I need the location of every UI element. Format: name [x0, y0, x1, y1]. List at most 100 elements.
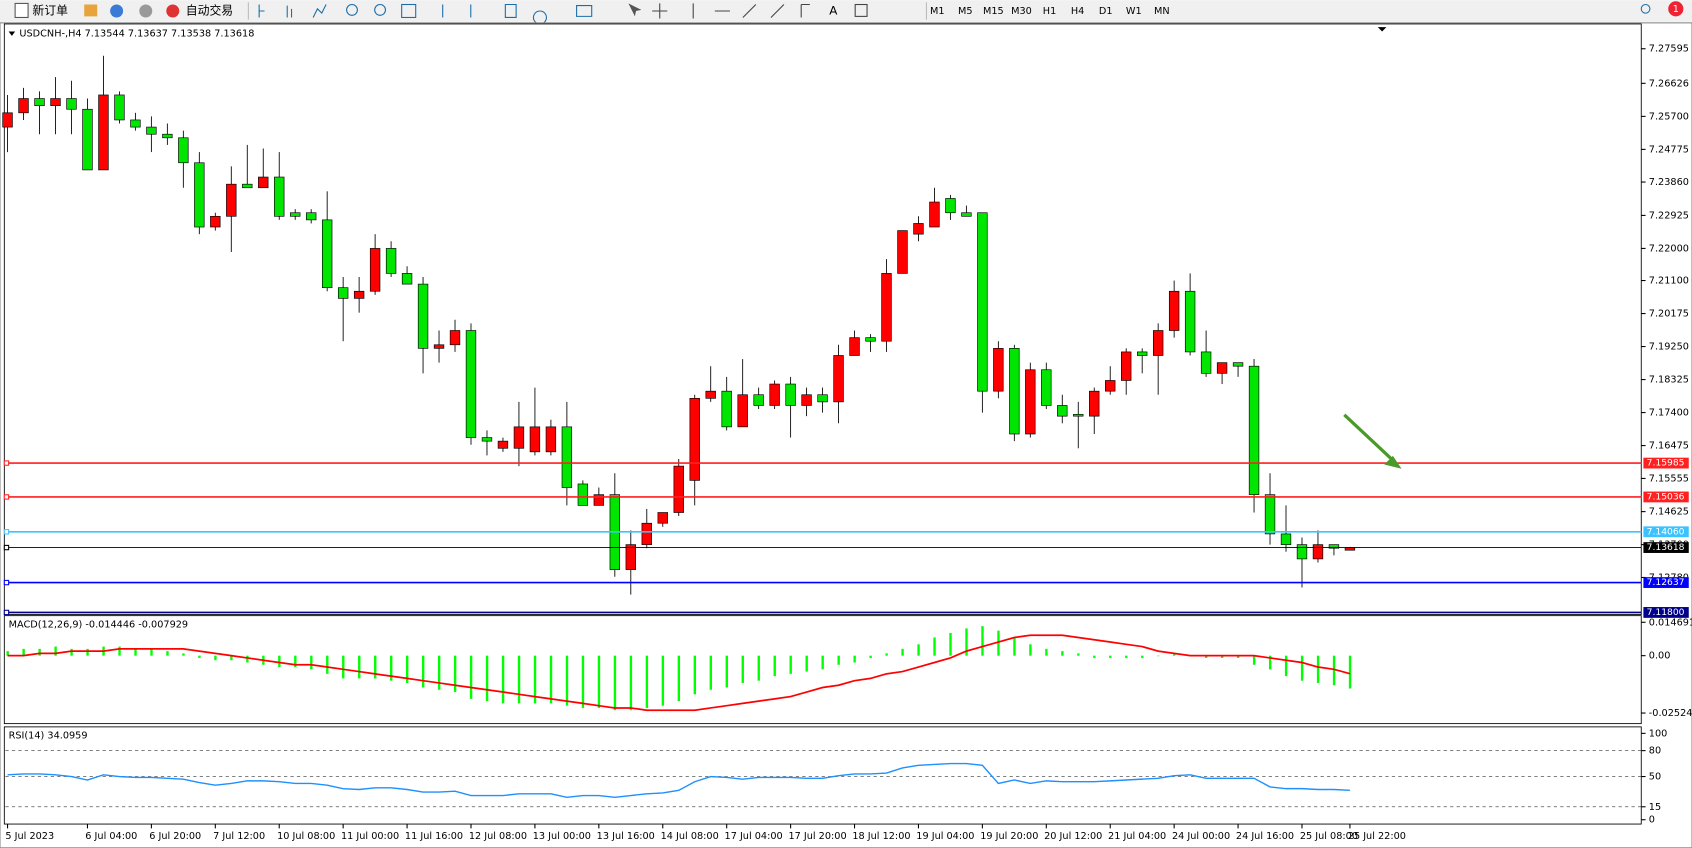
signal-line: [7, 634, 1351, 712]
candle-body: [593, 494, 605, 506]
macd-bar: [533, 655, 537, 704]
macd-bar: [230, 655, 233, 661]
macd-bar: [6, 651, 9, 656]
x-tick-label: 24 Jul 16:00: [1236, 831, 1294, 842]
candle-body: [369, 248, 381, 292]
y-tick-label: 50: [1649, 772, 1661, 783]
x-tick-label: 21 Jul 04:00: [1108, 831, 1166, 842]
search[interactable]: [1640, 3, 1651, 14]
timeframe-button[interactable]: W1: [1126, 6, 1142, 17]
candle-body: [433, 344, 445, 349]
candle-body: [1312, 544, 1324, 560]
candle-body: [385, 248, 397, 274]
candle-body: [577, 483, 589, 506]
level-label: 7.11800: [1647, 607, 1685, 618]
macd-bar: [166, 651, 169, 656]
candle-body: [1280, 533, 1292, 545]
cursor[interactable]: [628, 3, 642, 17]
macd-bar: [326, 655, 329, 674]
toolbar: [0, 0, 1692, 22]
level-label: 7.13618: [1647, 542, 1685, 553]
macd-bar: [725, 655, 728, 688]
toolbar-icons[interactable]: [442, 3, 593, 25]
tile[interactable]: [401, 3, 417, 19]
draw-tools[interactable]: [652, 3, 810, 19]
candle-body: [274, 176, 285, 217]
autotrade-icon[interactable]: [166, 4, 180, 18]
candle-body: [913, 223, 924, 235]
toolbar-icons[interactable]: [258, 4, 327, 18]
macd-bar: [645, 655, 649, 708]
candle-body: [114, 94, 125, 121]
autotrade-button[interactable]: 自动交易: [186, 3, 233, 17]
macd-bar: [405, 655, 409, 683]
timeframe-button[interactable]: M30: [1011, 6, 1032, 17]
candle-body: [961, 212, 972, 217]
macd-bar: [198, 655, 201, 658]
candle-body: [50, 98, 61, 106]
macd-bar: [853, 655, 856, 663]
zoom-in[interactable]: [346, 3, 358, 16]
zoom-out[interactable]: [374, 3, 387, 16]
rsi-pane: [3, 726, 1642, 825]
candle-body: [98, 94, 109, 171]
new-order-icon[interactable]: [14, 2, 29, 19]
candle-body: [1152, 330, 1164, 356]
level-label-box: [1643, 457, 1689, 469]
candle-body: [705, 390, 716, 399]
candle-body: [561, 426, 573, 488]
macd-bar: [54, 646, 57, 656]
macd-bar: [1125, 655, 1128, 658]
candle-body: [897, 230, 908, 274]
macd-bar: [709, 655, 713, 690]
toolbar-icon[interactable]: [84, 4, 98, 17]
macd-bar: [965, 628, 968, 656]
macd-title: MACD(12,26,9) -0.014446 -0.007929: [9, 619, 188, 630]
candle-body: [817, 394, 828, 403]
candle-body: [529, 426, 541, 453]
level-label: 7.15036: [1647, 491, 1685, 502]
candle-body: [1232, 362, 1244, 367]
macd-bar: [1300, 655, 1304, 681]
y-tick-label: 7.14625: [1649, 507, 1689, 518]
timeframe-button[interactable]: M15: [983, 6, 1004, 17]
text-tool[interactable]: A: [829, 3, 838, 17]
y-tick-label: 7.22925: [1649, 210, 1689, 221]
toolbar-icon[interactable]: [110, 4, 124, 18]
macd-bar: [885, 653, 888, 656]
title-arrow: [8, 31, 16, 36]
candle-body: [849, 337, 860, 356]
x-tick-label: 18 Jul 12:00: [852, 831, 910, 842]
toolbar-icon[interactable]: [139, 4, 153, 18]
candle-body: [1328, 544, 1340, 549]
macd-bar: [1268, 655, 1272, 670]
candle-body: [178, 137, 189, 164]
y-tick-label: 7.15555: [1649, 473, 1689, 484]
y-tick-label: 0: [1649, 815, 1655, 826]
macd-bar: [214, 655, 217, 661]
notification-badge[interactable]: [1668, 1, 1684, 17]
x-tick-label: 12 Jul 08:00: [469, 831, 527, 842]
macd-bar: [869, 655, 872, 658]
timeframe-button[interactable]: D1: [1099, 6, 1113, 17]
y-tick-label: 7.25700: [1649, 111, 1689, 122]
price-pane: [3, 23, 1642, 616]
candle-body: [82, 108, 93, 171]
macd-bar: [310, 655, 313, 670]
candle-body: [18, 98, 29, 114]
new-order-button[interactable]: 新订单: [32, 3, 68, 17]
timeframe-button[interactable]: MN: [1154, 6, 1170, 17]
candle-body: [497, 440, 509, 449]
timeframe-button[interactable]: M1: [930, 6, 945, 17]
timeframe-button[interactable]: H1: [1043, 6, 1056, 17]
macd-bar: [805, 655, 808, 672]
macd-bar: [1045, 648, 1048, 656]
candle-body: [401, 273, 413, 285]
timeframe-button[interactable]: M5: [958, 6, 973, 17]
macd-bar: [693, 655, 697, 695]
label-tool[interactable]: [854, 3, 868, 17]
candle-body: [226, 183, 237, 217]
macd-bar: [677, 655, 681, 702]
y-tick-label: 80: [1649, 746, 1661, 757]
timeframe-button[interactable]: H4: [1071, 6, 1084, 17]
